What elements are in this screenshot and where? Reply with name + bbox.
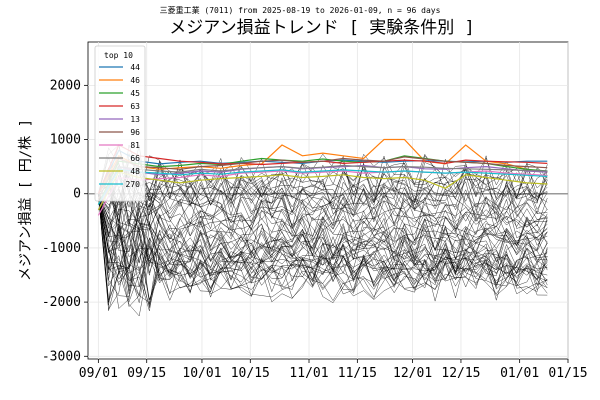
legend-title: top 10 (104, 51, 133, 60)
series-line-270 (97, 168, 548, 205)
legend-entry-label: 270 (126, 180, 141, 189)
series-line-96 (97, 156, 548, 200)
y-tick-label: 2000 (50, 78, 81, 93)
legend-box (94, 45, 146, 202)
y-axis-ticks: 2000 1000 0 -1000 -2000 -3000 (42, 78, 88, 364)
x-tick-label: 12/01 (393, 366, 432, 381)
background-line (98, 193, 548, 274)
x-tick-label: 09/15 (127, 366, 166, 381)
x-tick-label: 12/15 (441, 366, 480, 381)
background-line (98, 193, 548, 263)
background-line (98, 175, 548, 230)
background-line (98, 193, 548, 303)
background-line (98, 162, 548, 236)
background-line (98, 184, 548, 258)
background-line (98, 193, 548, 267)
legend-entry-label: 96 (130, 128, 140, 137)
y-tick-label: -1000 (42, 241, 81, 256)
legend-entry-label: 48 (130, 167, 140, 176)
x-tick-label: 01/01 (500, 366, 539, 381)
legend-entry-label: 46 (130, 76, 140, 85)
background-line (98, 193, 548, 273)
legend-entry-label: 44 (130, 63, 140, 72)
background-line (98, 193, 548, 311)
x-tick-label: 11/01 (289, 366, 328, 381)
background-line (98, 167, 548, 231)
background-line (98, 193, 548, 305)
background-line (98, 165, 548, 231)
background-line (98, 144, 548, 208)
background-line (98, 193, 548, 307)
y-axis-label: メジアン損益 [ 円/株 ] (18, 119, 34, 281)
x-tick-label: 10/01 (182, 366, 221, 381)
x-axis-ticks: 09/01 09/15 10/01 10/15 11/01 11/15 12/01 12/15… (79, 359, 588, 381)
background-line (98, 156, 548, 219)
background-line (98, 193, 548, 270)
series-line-81 (97, 170, 548, 216)
background-line (98, 156, 548, 237)
background-line (98, 193, 548, 308)
background-line (98, 193, 548, 271)
legend: top 10 44 46 45 63 13 96 81 66 48 270 (94, 45, 146, 202)
background-line (98, 193, 548, 297)
y-tick-label: 0 (73, 187, 81, 202)
background-line (98, 193, 548, 317)
chart-suptitle: 三菱重工業 (7011) from 2025-08-19 to 2026-01-… (160, 5, 441, 15)
series-lines (97, 138, 548, 216)
y-tick-label: -3000 (42, 349, 81, 364)
series-line-48 (97, 171, 548, 211)
background-line (98, 174, 548, 244)
background-line (98, 193, 548, 298)
background-line (98, 168, 548, 238)
y-tick-label: 1000 (50, 133, 81, 148)
x-tick-label: 10/15 (231, 366, 270, 381)
legend-entry-label: 81 (130, 141, 140, 150)
background-line (98, 193, 548, 254)
background-line (98, 192, 548, 257)
background-line (98, 193, 548, 308)
background-line (98, 193, 548, 289)
chart-title: メジアン損益トレンド [ 実験条件別 ] (169, 18, 475, 38)
background-line (98, 193, 548, 300)
legend-entry-label: 66 (130, 154, 140, 163)
y-tick-label: -2000 (42, 295, 81, 310)
x-tick-label: 09/01 (79, 366, 118, 381)
legend-entry-label: 13 (130, 115, 140, 124)
x-tick-label: 11/15 (338, 366, 377, 381)
series-line-66 (97, 164, 548, 205)
x-tick-label: 01/15 (548, 366, 587, 381)
legend-entry-label: 63 (130, 102, 140, 111)
background-line (98, 193, 548, 297)
legend-entry-label: 45 (130, 89, 140, 98)
